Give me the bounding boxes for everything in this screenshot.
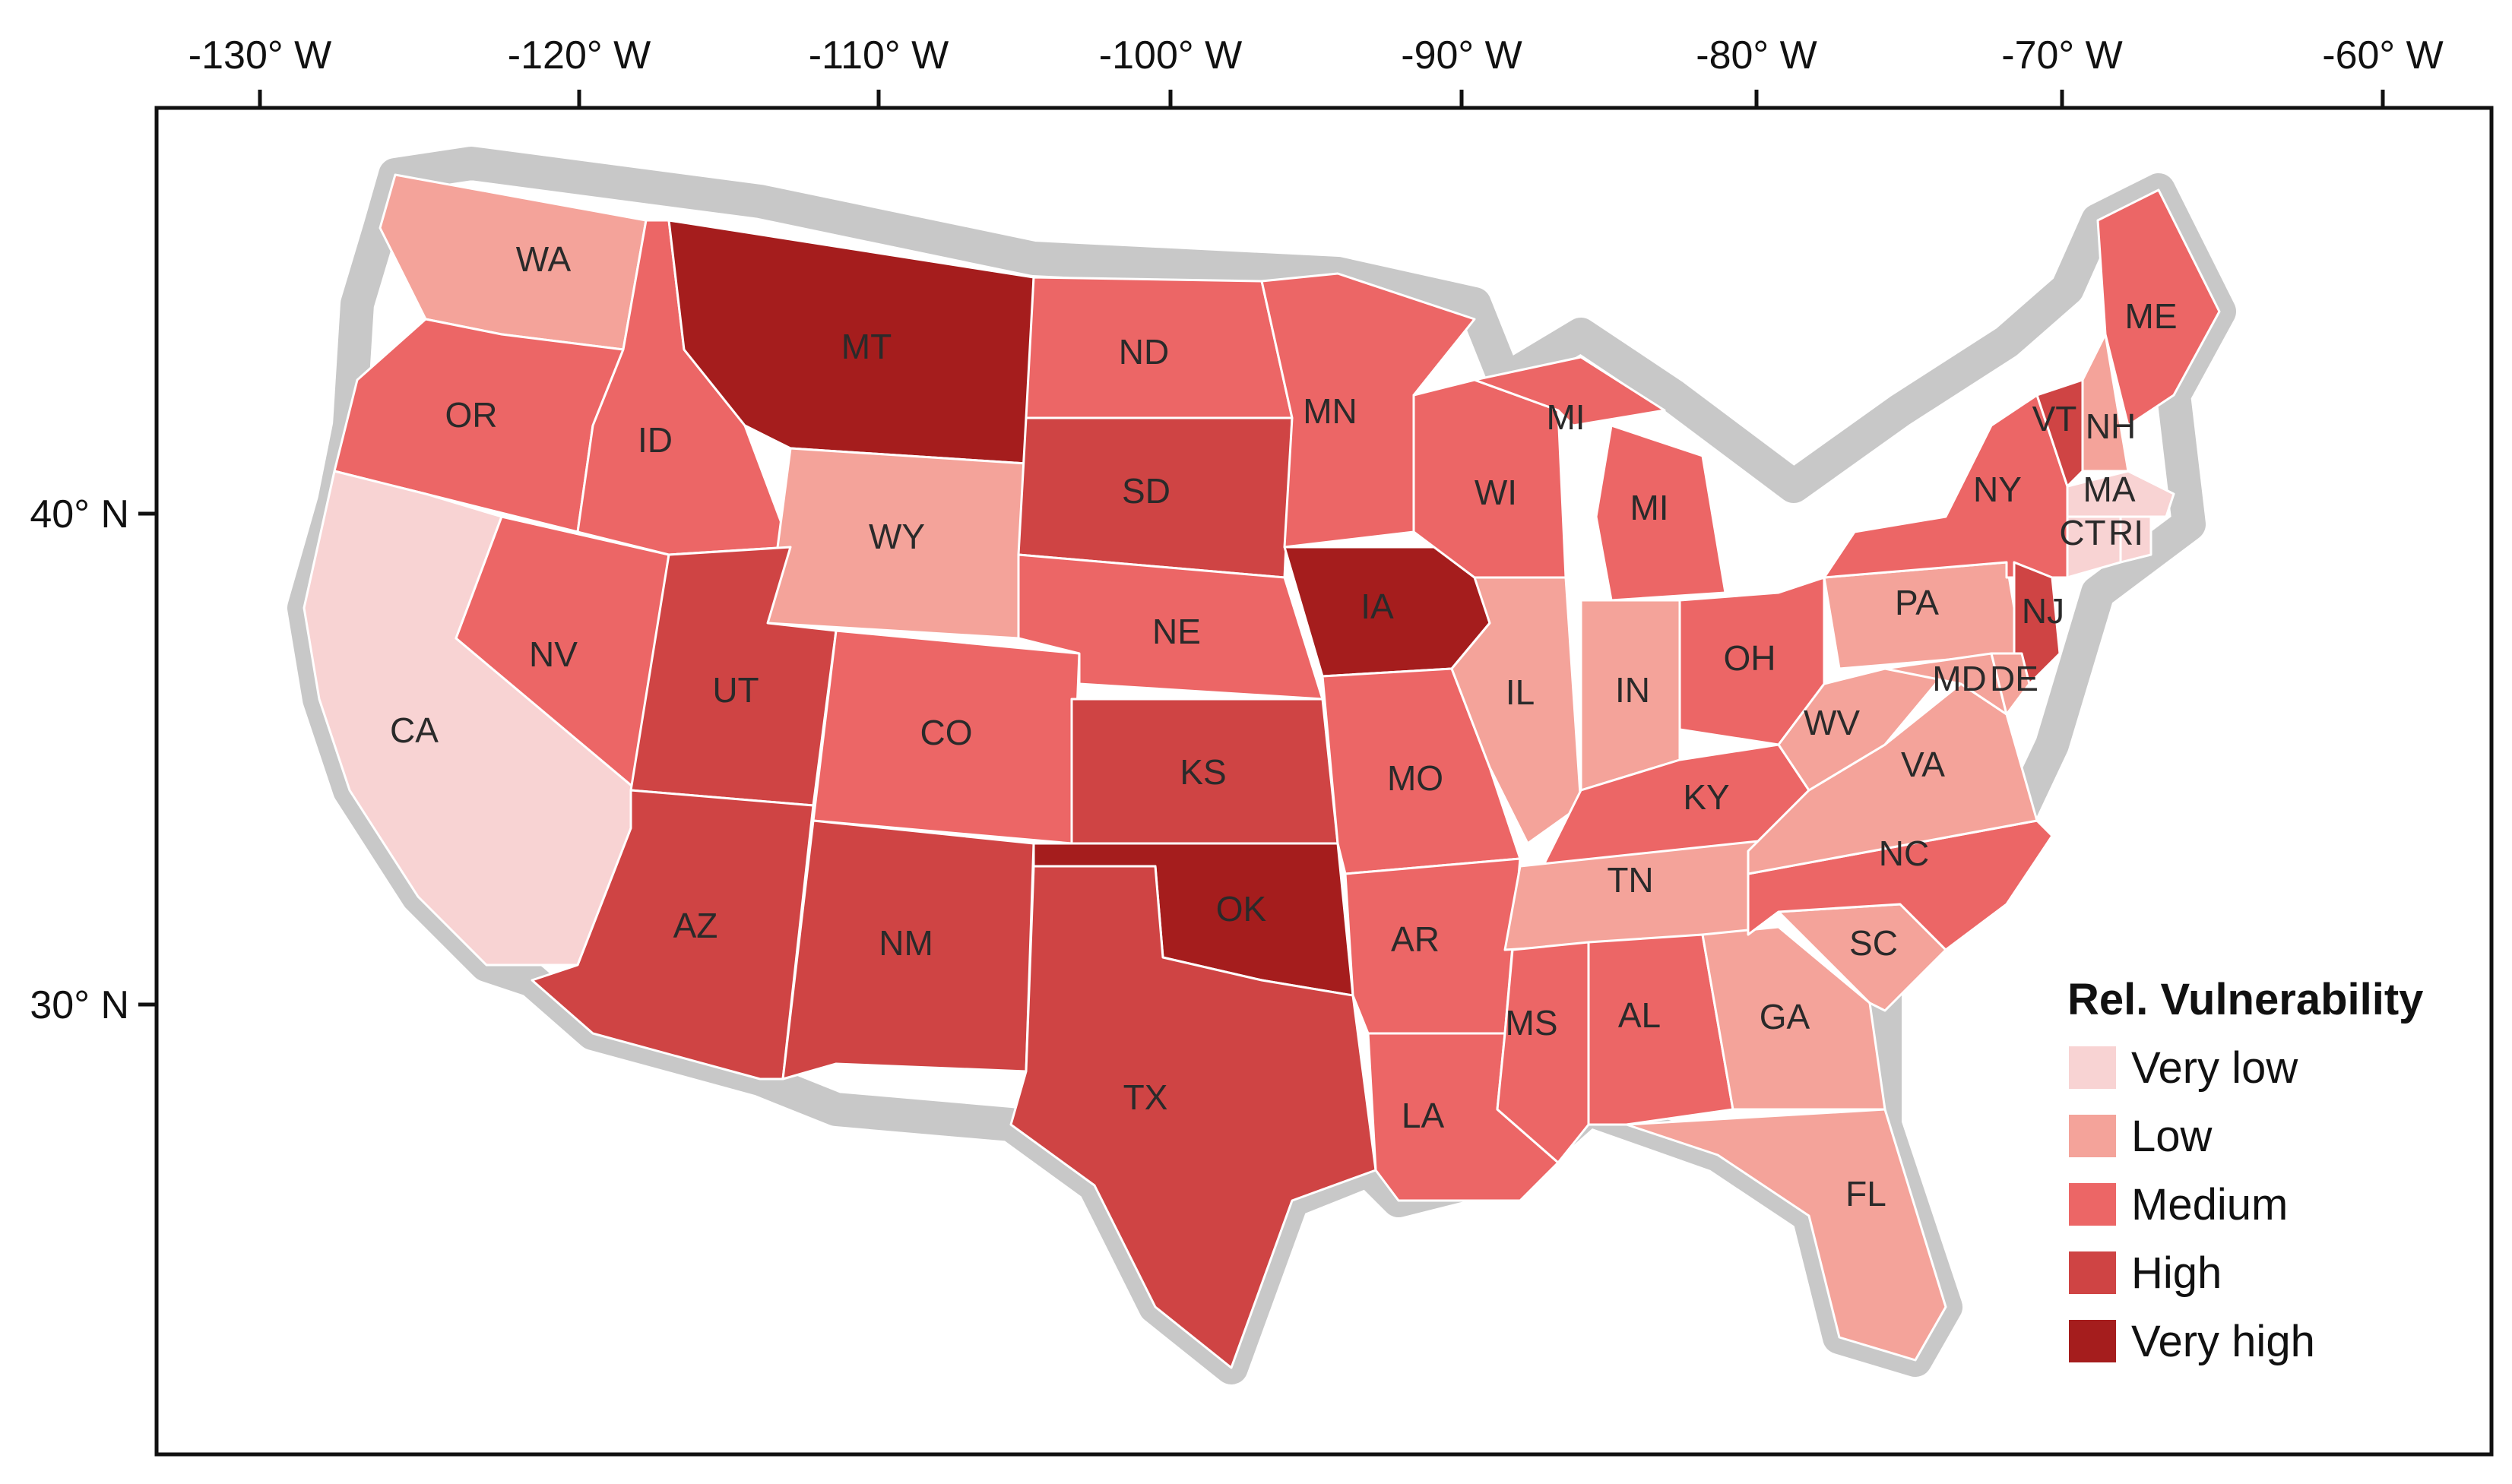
label-wv: WV	[1804, 703, 1860, 742]
lon-label-90w: -90° W	[1401, 33, 1522, 78]
label-me: ME	[2125, 296, 2178, 336]
label-ar: AR	[1391, 919, 1440, 959]
state-nj	[2013, 561, 2061, 685]
label-la: LA	[1402, 1096, 1445, 1135]
lon-label-110w: -110° W	[809, 33, 949, 78]
states-layer	[303, 173, 2221, 1369]
label-ne: NE	[1152, 612, 1201, 651]
label-md: MD	[1932, 659, 1987, 698]
lat-label-30n: 30° N	[30, 983, 129, 1027]
legend-swatch-very-high	[2069, 1320, 2116, 1362]
state-labels: WA OR CA NV ID MT WY UT AZ CO NM ND SD N…	[390, 239, 2177, 1213]
label-pa: PA	[1895, 583, 1939, 622]
legend-swatch-very-low	[2069, 1046, 2116, 1089]
label-de: DE	[1990, 659, 2038, 698]
lat-label-40n: 40° N	[30, 492, 129, 536]
label-or: OR	[445, 395, 498, 435]
label-wi: WI	[1475, 473, 1517, 512]
label-tx: TX	[1123, 1077, 1168, 1117]
state-fl	[1625, 1108, 1947, 1362]
label-mo: MO	[1387, 758, 1443, 798]
label-ny: NY	[1973, 470, 2022, 509]
state-nm	[781, 819, 1035, 1081]
label-fl: FL	[1845, 1174, 1886, 1213]
label-va: VA	[1901, 745, 1945, 784]
label-sc: SC	[1849, 923, 1898, 963]
label-ia: IA	[1361, 587, 1394, 626]
label-ks: KS	[1180, 752, 1226, 792]
state-nc	[1747, 819, 2054, 951]
label-al: AL	[1618, 995, 1661, 1035]
label-in: IN	[1615, 670, 1650, 710]
label-ga: GA	[1760, 997, 1810, 1036]
legend-title: Rel. Vulnerability	[2067, 975, 2423, 1024]
label-nh: NH	[2086, 407, 2136, 446]
label-ut: UT	[712, 670, 759, 710]
state-al	[1587, 933, 1734, 1126]
label-ms: MS	[1506, 1003, 1558, 1043]
state-me	[2096, 188, 2221, 427]
lon-label-80w: -80° W	[1696, 33, 1817, 78]
lon-label-130w: -130° W	[188, 33, 331, 78]
lon-label-120w: -120° W	[508, 33, 651, 78]
legend-label-very-low: Very low	[2131, 1043, 2298, 1093]
label-nj: NJ	[2022, 591, 2064, 631]
label-tn: TN	[1607, 860, 1653, 900]
state-ma	[2066, 470, 2175, 518]
state-de	[1990, 652, 2031, 716]
lon-label-60w: -60° W	[2322, 33, 2443, 78]
label-nm: NM	[879, 923, 933, 963]
state-il	[1450, 576, 1582, 845]
state-ri	[2119, 515, 2152, 564]
state-ne	[1017, 553, 1324, 701]
state-mi-upper	[1473, 356, 1666, 427]
state-az	[531, 789, 815, 1081]
label-mi-upper: MI	[1546, 397, 1585, 437]
label-mt: MT	[841, 327, 892, 366]
legend-label-medium: Medium	[2131, 1180, 2288, 1229]
lon-label-70w: -70° W	[2001, 33, 2122, 78]
label-mi-lower: MI	[1630, 488, 1668, 527]
legend-label-high: High	[2131, 1248, 2222, 1298]
label-id: ID	[638, 420, 673, 460]
legend-label-low: Low	[2131, 1112, 2213, 1161]
label-oh: OH	[1724, 638, 1776, 678]
lon-label-100w: -100° W	[1099, 33, 1242, 78]
label-wy: WY	[869, 517, 925, 556]
longitude-axis	[258, 90, 2385, 108]
state-ga	[1701, 926, 1886, 1111]
label-az: AZ	[673, 906, 718, 945]
label-nd: ND	[1119, 332, 1169, 372]
label-ok: OK	[1216, 889, 1267, 929]
legend-swatch-high	[2069, 1251, 2116, 1294]
label-nc: NC	[1879, 834, 1929, 873]
legend-swatch-low	[2069, 1115, 2116, 1157]
label-sd: SD	[1122, 471, 1170, 511]
label-nv: NV	[529, 634, 578, 674]
state-tx	[1009, 865, 1377, 1369]
label-wa: WA	[516, 239, 572, 279]
label-mn: MN	[1303, 391, 1357, 431]
label-il: IL	[1506, 672, 1535, 712]
legend: Rel. Vulnerability Very low Low Medium H…	[2067, 975, 2423, 1366]
label-ct: CT	[2059, 513, 2105, 552]
state-mi-lower	[1595, 424, 1727, 602]
state-va	[1747, 682, 2038, 875]
legend-label-very-high: Very high	[2131, 1317, 2315, 1366]
legend-swatch-medium	[2069, 1183, 2116, 1226]
latitude-axis	[138, 511, 157, 1007]
label-vt: VT	[2032, 399, 2077, 438]
label-co: CO	[920, 713, 973, 752]
label-ky: KY	[1683, 777, 1729, 817]
label-ri: RI	[2108, 513, 2143, 552]
label-ca: CA	[390, 710, 439, 750]
label-ma: MA	[2083, 470, 2136, 509]
